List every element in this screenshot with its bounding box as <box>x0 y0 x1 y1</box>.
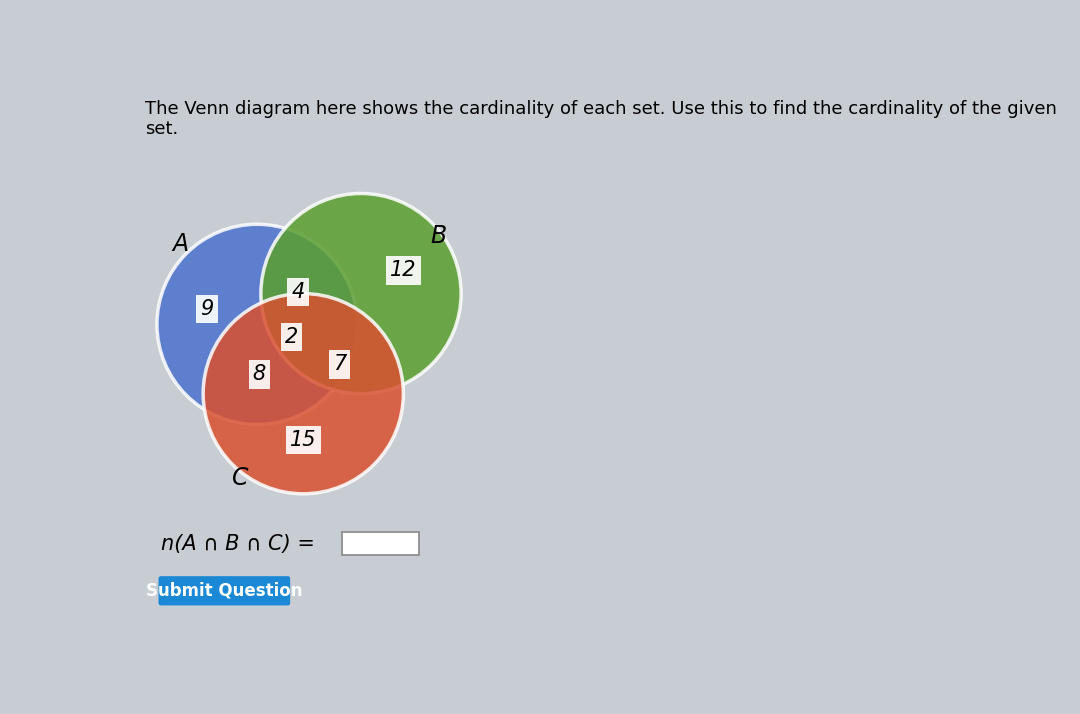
Text: A: A <box>172 231 188 256</box>
Text: 7: 7 <box>333 354 346 374</box>
Text: Submit Question: Submit Question <box>146 582 302 600</box>
Text: 2: 2 <box>285 327 298 347</box>
Text: n(A ∩ B ∩ C) =: n(A ∩ B ∩ C) = <box>161 534 314 554</box>
Text: B: B <box>430 223 446 248</box>
FancyBboxPatch shape <box>341 532 419 555</box>
Text: 4: 4 <box>292 282 305 302</box>
Text: 9: 9 <box>201 299 214 319</box>
Text: 12: 12 <box>390 261 417 281</box>
Text: 15: 15 <box>291 430 316 450</box>
Circle shape <box>203 293 403 494</box>
Circle shape <box>261 193 461 393</box>
Text: set.: set. <box>146 121 178 139</box>
Text: The Venn diagram here shows the cardinality of each set. Use this to find the ca: The Venn diagram here shows the cardinal… <box>146 99 1057 118</box>
Text: C: C <box>232 466 248 491</box>
FancyBboxPatch shape <box>159 576 291 605</box>
Circle shape <box>157 224 357 425</box>
Text: 8: 8 <box>253 364 266 384</box>
